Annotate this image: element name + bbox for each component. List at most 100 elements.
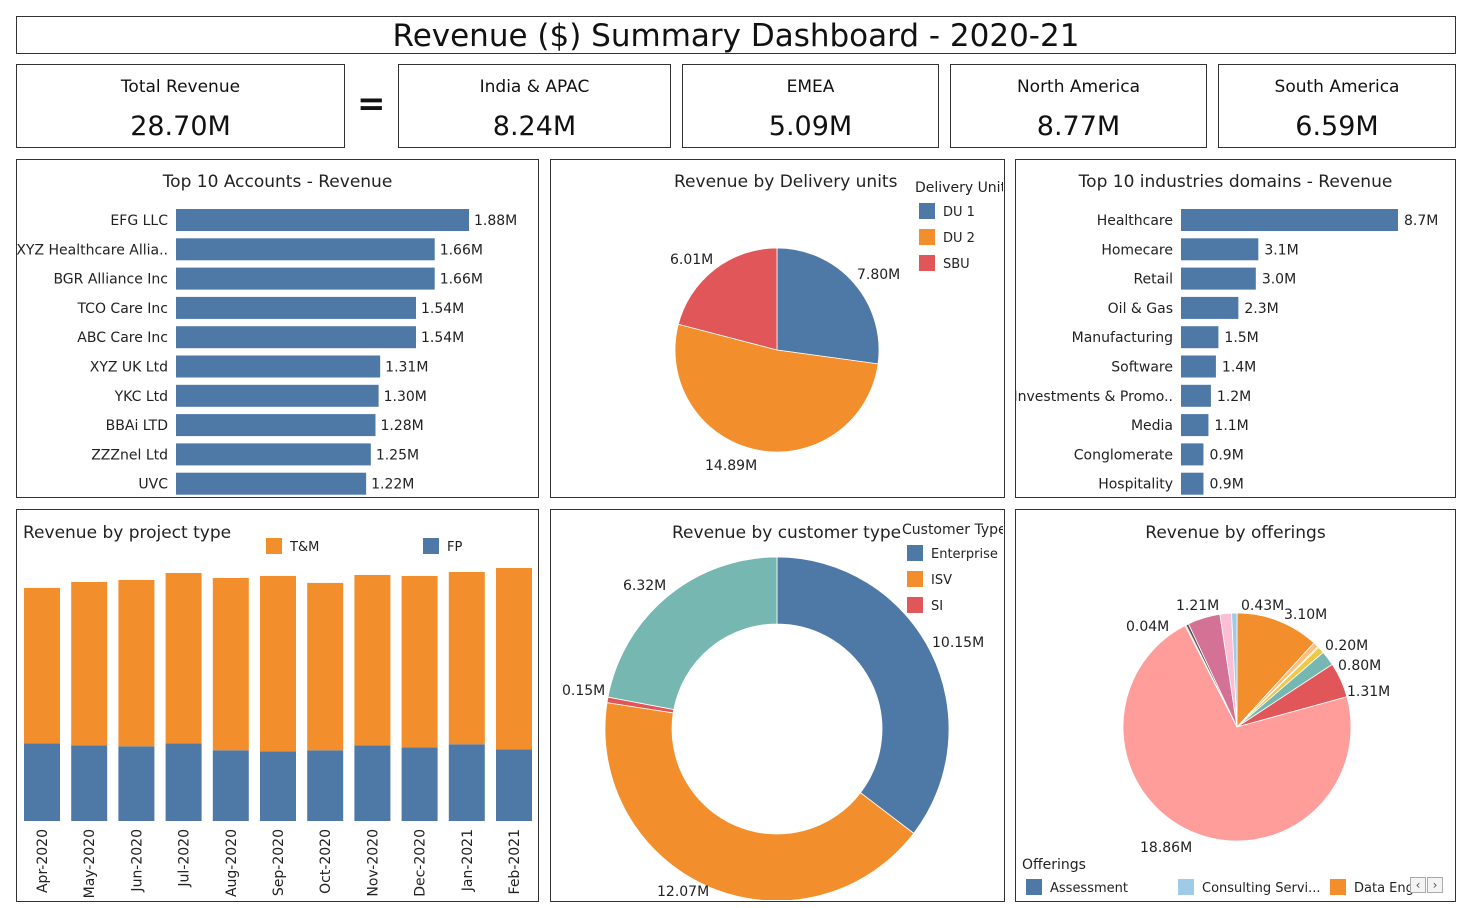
pie-slice xyxy=(1122,624,1352,842)
x-tick-label: Nov-2020 xyxy=(365,829,381,897)
legend-label: FP xyxy=(447,540,462,555)
data-label: 7.80M xyxy=(857,267,900,283)
category-label: BBAi LTD xyxy=(106,418,168,434)
bar-fp xyxy=(496,749,532,821)
bar-fp xyxy=(71,745,108,821)
bar xyxy=(1181,296,1239,319)
bar xyxy=(1181,414,1209,437)
legend-label: Consulting Servi... xyxy=(1202,881,1321,896)
panel-top-industries: Top 10 industries domains - Revenue Heal… xyxy=(1015,159,1456,498)
legend-swatch xyxy=(907,571,923,587)
data-label: 1.54M xyxy=(421,330,464,346)
offerings-pie-chart[interactable]: 3.10M 0.20M 0.80M 1.31M 18.86M 0.04M 1.21M 0.43… xyxy=(1016,510,1454,900)
bar xyxy=(1181,355,1216,378)
delivery-units-pie-chart[interactable]: 7.80M 14.89M 6.01M Delivery Unit DU 1 DU 2 SBU xyxy=(551,160,1003,496)
category-label: Healthcare xyxy=(1097,213,1173,229)
data-label: 12.07M xyxy=(657,884,709,900)
chart-title: Revenue by offerings xyxy=(1145,523,1326,543)
kpi-label: Total Revenue xyxy=(120,77,241,97)
pie-slice xyxy=(604,702,915,900)
data-label: 0.04M xyxy=(1126,619,1169,635)
legend-prev-button[interactable]: ‹ xyxy=(1410,877,1426,893)
bar xyxy=(176,414,376,437)
legend-title: Delivery Unit xyxy=(915,180,1003,196)
data-label: 1.66M xyxy=(440,242,483,258)
data-label: 1.22M xyxy=(371,477,414,493)
project-type-stacked-bar-chart[interactable]: Apr-2020 May-2020 Jun-2020 Jul-2020 Aug-2020… xyxy=(17,510,537,900)
bar xyxy=(1181,267,1256,290)
category-label: ABC Care Inc xyxy=(77,330,168,346)
legend-swatch xyxy=(907,597,923,613)
panel-offerings: Revenue by offerings 3.10M 0.20M 0.80M 1.31… xyxy=(1015,509,1456,902)
data-label: 0.9M xyxy=(1209,447,1243,463)
kpi-emea: EMEA 5.09M xyxy=(682,64,939,148)
category-label: Hospitality xyxy=(1098,477,1173,493)
top-accounts-bar-chart[interactable]: EFG LLC 1.88M XYZ Healthcare Allia.. 1.66M B… xyxy=(17,160,537,496)
customer-type-donut-chart[interactable]: 10.15M 12.07M 0.15M 6.32M Customer Type Enter… xyxy=(551,510,1003,900)
x-tick-label: Oct-2020 xyxy=(318,829,334,894)
data-label: 0.80M xyxy=(1338,658,1381,674)
legend-swatch xyxy=(919,203,935,219)
pie-slice xyxy=(674,323,879,453)
kpi-value: 6.59M xyxy=(1295,111,1379,142)
bar-tm xyxy=(212,577,249,751)
legend-label: Assessment xyxy=(1050,881,1128,896)
pie-slice xyxy=(677,247,778,351)
pie-slice xyxy=(776,556,950,834)
bar xyxy=(176,296,417,319)
data-label: 1.54M xyxy=(421,301,464,317)
category-label: XYZ Healthcare Allia.. xyxy=(17,242,168,258)
category-label: Investments & Promo.. xyxy=(1016,389,1173,405)
chart-title: Top 10 Accounts - Revenue xyxy=(162,172,393,192)
kpi-india-apac: India & APAC 8.24M xyxy=(398,64,671,148)
data-label: 10.15M xyxy=(932,635,984,651)
data-label: 6.32M xyxy=(623,578,666,594)
legend-next-button[interactable]: › xyxy=(1427,877,1443,893)
category-label: Software xyxy=(1111,360,1173,376)
bar-fp xyxy=(165,743,202,821)
legend-swatch xyxy=(423,538,439,554)
data-label: 8.7M xyxy=(1404,213,1438,229)
pie-slice xyxy=(776,247,880,365)
legend-swatch xyxy=(1178,879,1194,895)
data-label: 1.25M xyxy=(376,447,419,463)
legend-label: T&M xyxy=(289,540,319,555)
data-label: 1.66M xyxy=(440,272,483,288)
bar-fp xyxy=(260,751,296,821)
chart-title: Top 10 industries domains - Revenue xyxy=(1078,172,1393,192)
data-label: 1.88M xyxy=(474,213,517,229)
kpi-label: North America xyxy=(1016,77,1141,97)
panel-customer-type: Revenue by customer type 10.15M 12.07M 0.1… xyxy=(550,509,1005,902)
panel-top-accounts: Top 10 Accounts - Revenue EFG LLC 1.88M XY… xyxy=(16,159,539,498)
dashboard-title: Revenue ($) Summary Dashboard - 2020-21 xyxy=(392,18,1080,54)
data-label: 2.3M xyxy=(1244,301,1278,317)
kpi-label: India & APAC xyxy=(479,77,590,97)
category-label: ZZZnel Ltd xyxy=(91,447,168,463)
legend-label: DU 2 xyxy=(943,231,975,246)
bar xyxy=(1181,326,1219,349)
bar xyxy=(176,209,469,231)
data-label: 0.20M xyxy=(1325,638,1368,654)
data-label: 1.5M xyxy=(1224,330,1258,346)
bar-fp xyxy=(24,743,60,821)
kpi-value: 8.24M xyxy=(492,111,577,142)
kpi-value: 8.77M xyxy=(1036,111,1121,142)
bar-tm xyxy=(71,581,108,746)
legend-label: DU 1 xyxy=(943,205,975,220)
bar-tm xyxy=(307,582,344,751)
kpi-label: EMEA xyxy=(786,77,835,97)
panel-delivery-units: Revenue by Delivery units 7.80M 14.89M 6.0… xyxy=(550,159,1005,498)
legend-label: ISV xyxy=(931,573,952,588)
data-label: 1.2M xyxy=(1217,389,1251,405)
x-tick-label: Dec-2020 xyxy=(413,829,429,897)
category-label: Retail xyxy=(1133,272,1173,288)
data-label: 1.21M xyxy=(1176,598,1219,614)
chart-title: Revenue by customer type xyxy=(672,523,902,543)
bar xyxy=(1181,384,1211,407)
category-label: YKC Ltd xyxy=(114,389,168,405)
top-industries-bar-chart[interactable]: Healthcare 8.7M Homecare 3.1M Retail 3.0M Oil … xyxy=(1016,160,1454,496)
category-label: Conglomerate xyxy=(1074,447,1173,463)
category-label: XYZ UK Ltd xyxy=(90,360,168,376)
legend-title: Offerings xyxy=(1022,857,1086,873)
data-label: 0.43M xyxy=(1241,598,1284,614)
